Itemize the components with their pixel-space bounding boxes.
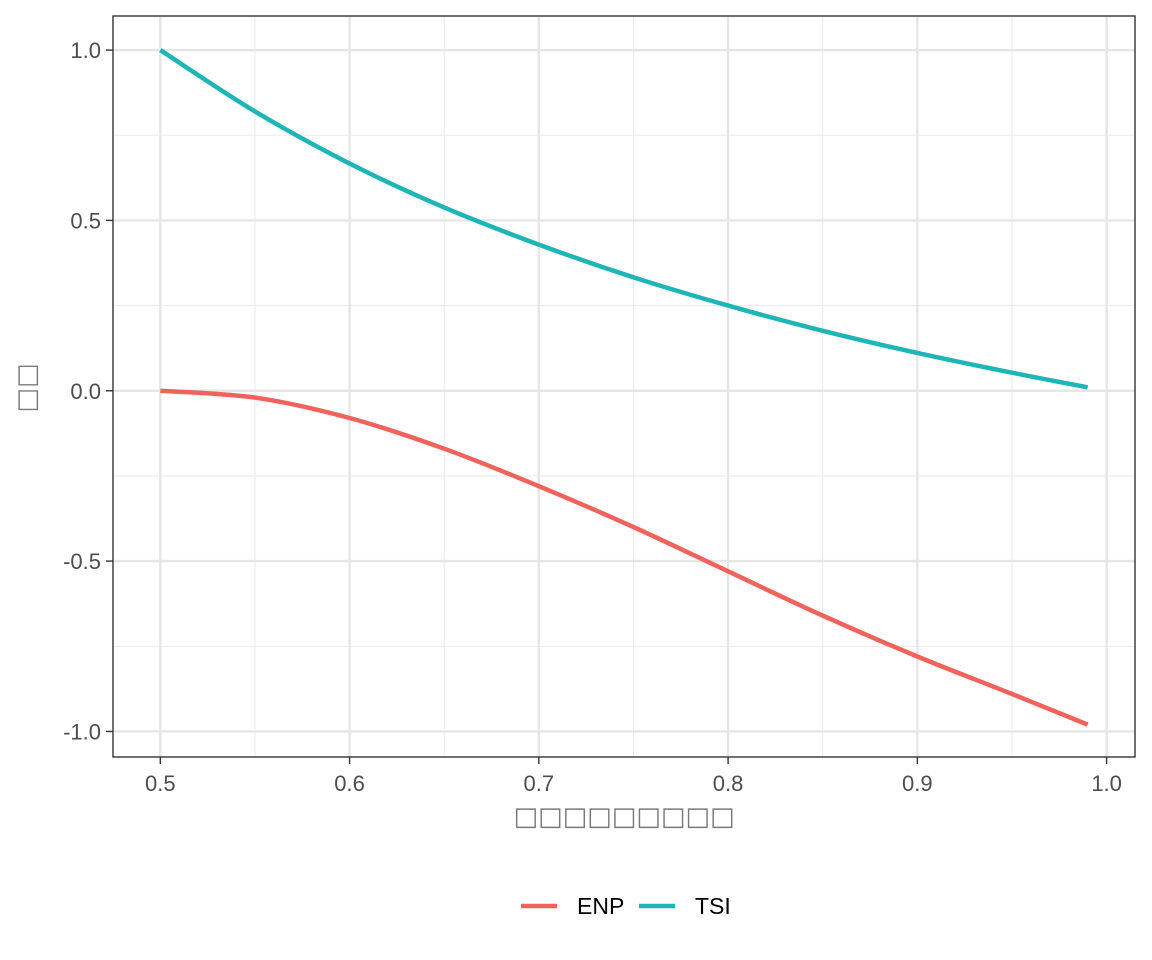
minor-gridlines: [113, 16, 1135, 757]
y-tick-label: -1.0: [63, 719, 101, 744]
series-line-tsi: [159, 48, 1089, 390]
major-gridlines: [113, 16, 1135, 757]
y-tick-label: 1.0: [70, 38, 101, 63]
plot-panel-border: [112, 15, 1136, 758]
x-tick-label: 1.0: [1091, 771, 1122, 796]
y-tick-label: -0.5: [63, 549, 101, 574]
x-tick-label: 0.6: [334, 771, 365, 796]
x-tick-label: 0.7: [524, 771, 555, 796]
legend-item-enp: ENP: [521, 893, 624, 919]
legend-label-tsi: TSI: [695, 893, 731, 919]
x-axis-ticks: 0.5 0.6 0.7 0.8 0.9 1.0: [145, 757, 1122, 796]
x-tick-label: 0.8: [713, 771, 744, 796]
legend-item-tsi: TSI: [639, 893, 731, 919]
y-tick-label: 0.5: [70, 208, 101, 233]
x-tick-label: 0.9: [902, 771, 933, 796]
y-axis-title: □□: [12, 363, 42, 412]
x-axis-title: □□□□□□□□□: [513, 802, 734, 832]
series-lines: [159, 48, 1089, 727]
y-axis-ticks: -1.0 -0.5 0.0 0.5 1.0: [63, 38, 113, 744]
legend-label-enp: ENP: [577, 893, 624, 919]
legend: ENP TSI: [521, 893, 731, 919]
y-tick-label: 0.0: [70, 379, 101, 404]
x-tick-label: 0.5: [145, 771, 176, 796]
series-line-enp: [160, 388, 1089, 727]
